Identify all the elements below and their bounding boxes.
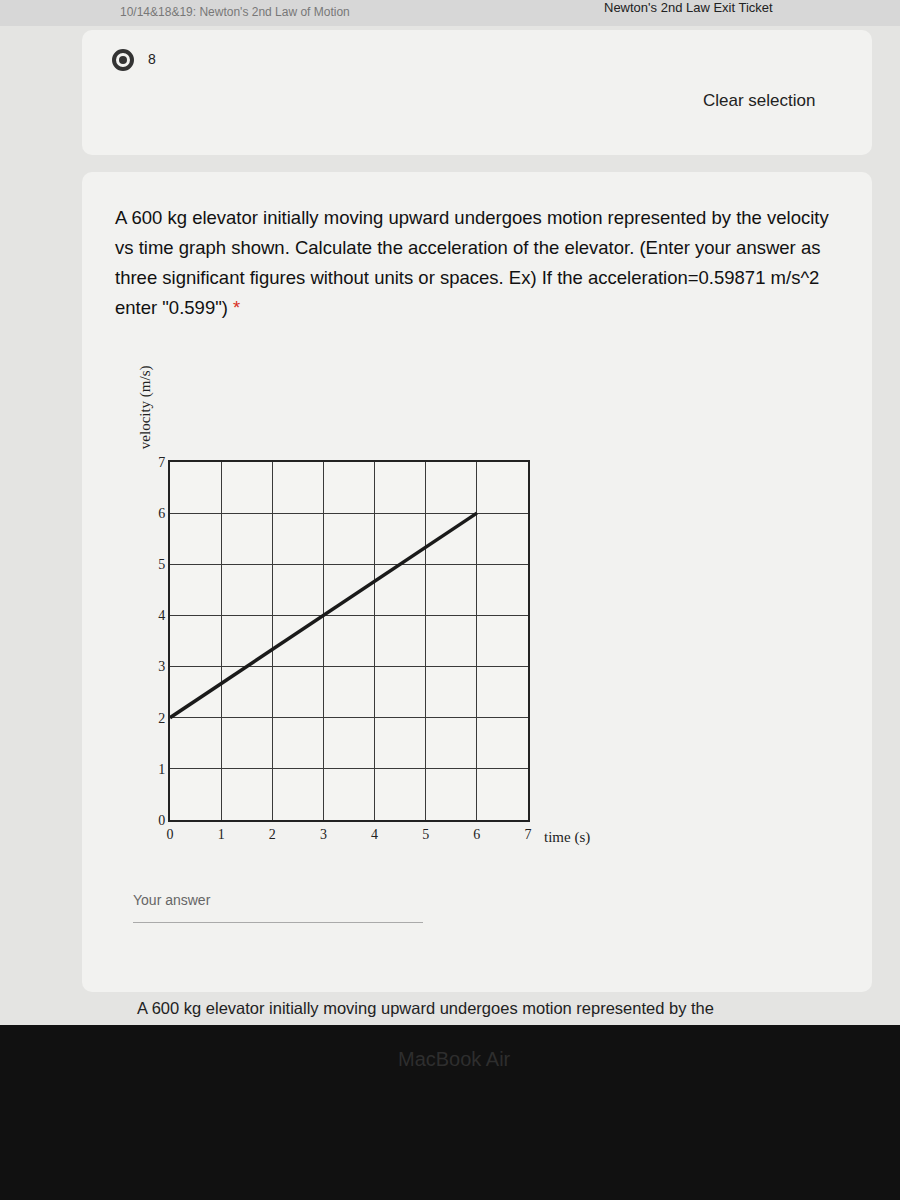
svg-text:time (s): time (s) (544, 829, 590, 846)
html-text:8: 8 (148, 51, 156, 67)
svg-text:2: 2 (269, 827, 276, 842)
svg-text:1: 1 (158, 762, 165, 777)
svg-text:4: 4 (371, 827, 378, 842)
svg-text:0: 0 (158, 813, 165, 828)
svg-text:2: 2 (158, 711, 165, 726)
svg-text:1: 1 (218, 827, 225, 842)
html-text:A 600 kg elevator initially mo: A 600 kg elevator initially moving upwar… (137, 999, 714, 1017)
svg-text:5: 5 (158, 557, 165, 572)
svg-text:3: 3 (158, 659, 165, 674)
svg-text:velocity (m/s): velocity (m/s) (137, 365, 154, 449)
svg-text:3: 3 (320, 827, 327, 842)
svg-text:6: 6 (158, 506, 165, 521)
html-text:Your answer: Your answer (133, 892, 211, 908)
html-text:10/14&18&19: Newton's 2nd Law: 10/14&18&19: Newton's 2nd Law of Motion (120, 5, 350, 19)
html-text:MacBook Air: MacBook Air (398, 1048, 511, 1070)
svg-text:0: 0 (167, 827, 174, 842)
svg-text:4: 4 (158, 608, 165, 623)
svg-text:7: 7 (525, 827, 532, 842)
svg-text:7: 7 (158, 455, 165, 470)
svg-text:6: 6 (473, 827, 480, 842)
html-text:A 600 kg elevator initially mo: A 600 kg elevator initially moving upwar… (115, 207, 829, 318)
html-text:Newton's 2nd Law Exit Ticket: Newton's 2nd Law Exit Ticket (604, 0, 773, 15)
html-text:Clear selection: Clear selection (703, 91, 816, 110)
svg-text:5: 5 (422, 827, 429, 842)
